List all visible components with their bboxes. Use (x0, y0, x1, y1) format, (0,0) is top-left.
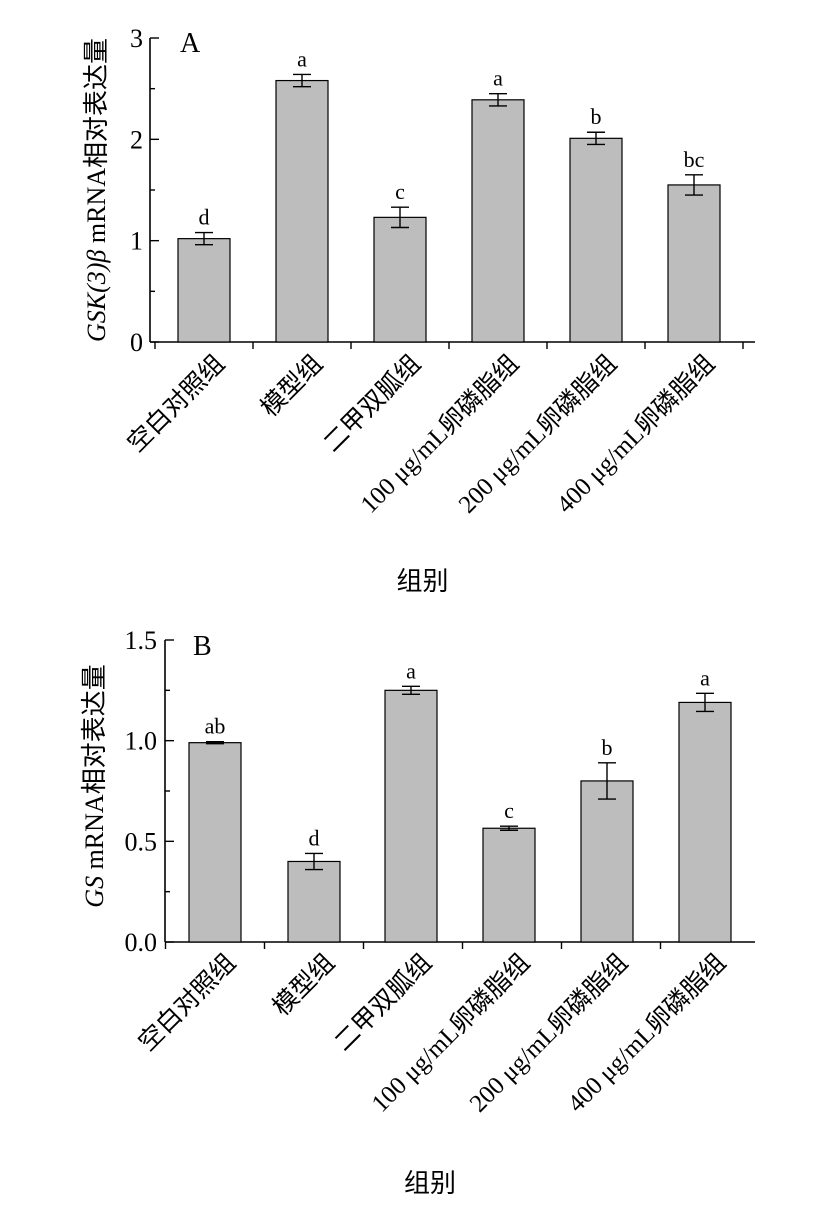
significance-label: c (504, 798, 514, 823)
bar (287, 860, 341, 943)
y-tick-label: 1.5 (125, 626, 158, 655)
bar (188, 742, 242, 943)
x-tick-label: 100 μg/mL卵磷脂组 (355, 349, 524, 518)
x-tick-label: 模型组 (267, 948, 340, 1021)
bar (471, 99, 525, 343)
x-tick-label: 200 μg/mL卵磷脂组 (464, 948, 633, 1117)
x-tick-label: 200 μg/mL卵磷脂组 (453, 349, 622, 518)
x-axis-label: 组别 (396, 567, 448, 596)
significance-label: c (395, 179, 405, 204)
x-axis-label: 组别 (404, 1169, 456, 1198)
x-tick-label: 400 μg/mL卵磷脂组 (562, 948, 731, 1117)
significance-label: a (406, 658, 416, 683)
bar (482, 827, 536, 943)
significance-label: b (591, 104, 602, 129)
y-tick-label: 0 (130, 328, 143, 357)
bar (569, 137, 623, 343)
bar (678, 701, 732, 943)
x-tick-label: 二甲双胍组 (329, 948, 437, 1056)
y-axis-label: GS mRNA相对表达量 (80, 664, 109, 907)
y-axis-label-text: mRNA相对表达量 (80, 664, 109, 876)
x-tick-label: 400 μg/mL卵磷脂组 (551, 349, 720, 518)
significance-label: a (297, 46, 307, 71)
y-axis-label-gene: GSK(3)β (82, 250, 111, 342)
y-tick-label: 0.0 (125, 928, 158, 957)
y-tick-label: 3 (130, 24, 143, 53)
bar (384, 689, 438, 943)
bar (580, 780, 634, 943)
y-axis-label: GSK(3)β mRNA相对表达量 (82, 38, 111, 342)
significance-label: b (602, 735, 613, 760)
panel-label: B (193, 631, 212, 662)
significance-label: ab (205, 714, 226, 739)
significance-label: bc (684, 147, 705, 172)
bar (275, 79, 329, 343)
y-tick-label: 2 (130, 125, 143, 154)
bar (667, 184, 721, 343)
x-tick-label: 100 μg/mL卵磷脂组 (366, 948, 535, 1117)
y-tick-label: 1.0 (125, 727, 158, 756)
x-tick-label: 二甲双胍组 (318, 349, 426, 457)
significance-label: a (700, 665, 710, 690)
y-tick-label: 1 (130, 227, 143, 256)
significance-label: d (199, 205, 210, 230)
bar (177, 238, 231, 343)
bar (373, 216, 427, 343)
panel-label: A (180, 28, 201, 59)
y-axis-label-text: mRNA相对表达量 (82, 38, 111, 250)
x-tick-label: 模型组 (255, 349, 328, 422)
x-tick-label: 空白对照组 (122, 349, 230, 457)
x-tick-label: 空白对照组 (133, 948, 241, 1056)
y-tick-label: 0.5 (125, 827, 158, 856)
significance-label: a (493, 66, 503, 91)
y-axis-label-gene: GS (80, 876, 109, 908)
significance-label: d (309, 825, 320, 850)
